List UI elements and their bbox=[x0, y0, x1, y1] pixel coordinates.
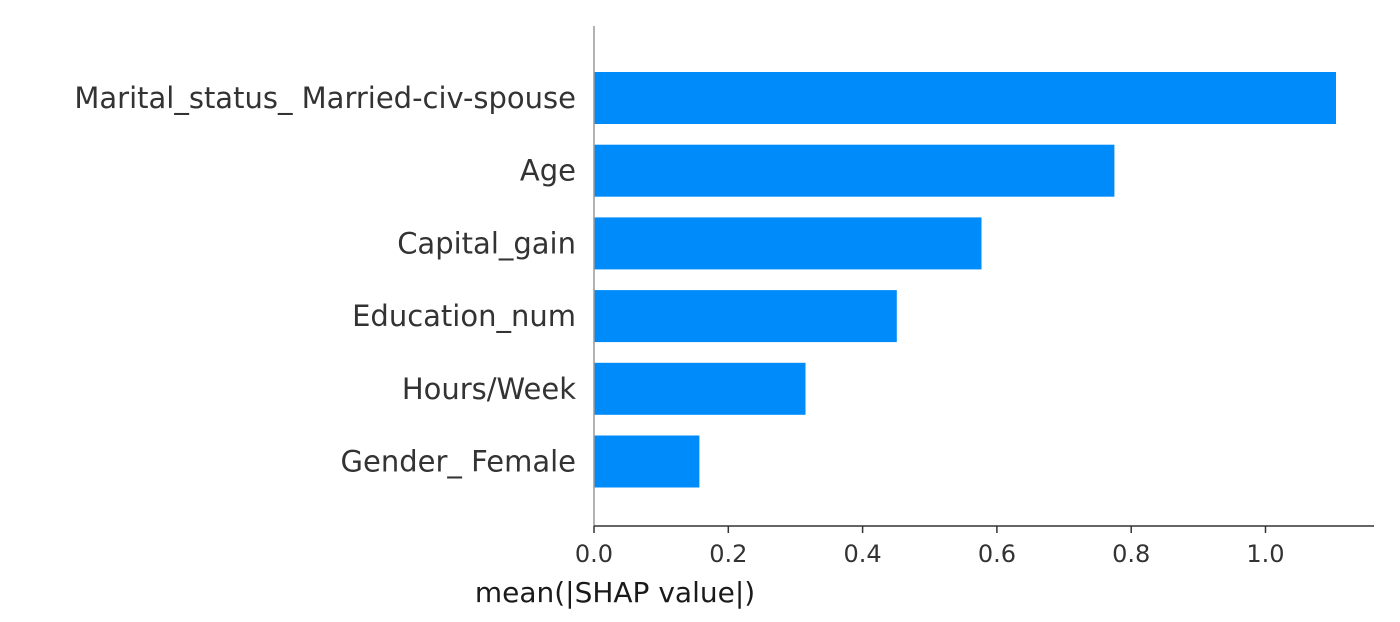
bar-3 bbox=[594, 290, 897, 343]
category-label-3: Education_num bbox=[352, 299, 576, 333]
x-tick-label-5: 1.0 bbox=[1246, 540, 1284, 568]
x-tick-label-2: 0.4 bbox=[844, 540, 882, 568]
bar-5 bbox=[594, 435, 700, 488]
category-label-1: Age bbox=[520, 154, 576, 188]
bar-0 bbox=[594, 72, 1336, 124]
category-label-2: Capital_gain bbox=[397, 226, 576, 260]
x-tick-label-4: 0.8 bbox=[1112, 540, 1150, 568]
bar-1 bbox=[594, 144, 1115, 197]
x-axis-ticks: 0.0 0.2 0.4 0.6 0.8 1.0 bbox=[575, 526, 1285, 568]
category-labels: Marital_status_ Married-civ-spouse Age Cap… bbox=[74, 81, 576, 479]
x-tick-label-3: 0.6 bbox=[978, 540, 1016, 568]
category-label-5: Gender_ Female bbox=[341, 445, 576, 479]
bar-2 bbox=[594, 217, 982, 270]
x-axis-title: mean(|SHAP value|) bbox=[475, 576, 755, 609]
x-tick-label-0: 0.0 bbox=[575, 540, 613, 568]
bars-group bbox=[594, 72, 1336, 488]
category-label-4: Hours/Week bbox=[402, 372, 576, 406]
category-label-0: Marital_status_ Married-civ-spouse bbox=[74, 81, 576, 115]
bar-4 bbox=[594, 362, 806, 415]
x-tick-label-1: 0.2 bbox=[709, 540, 747, 568]
